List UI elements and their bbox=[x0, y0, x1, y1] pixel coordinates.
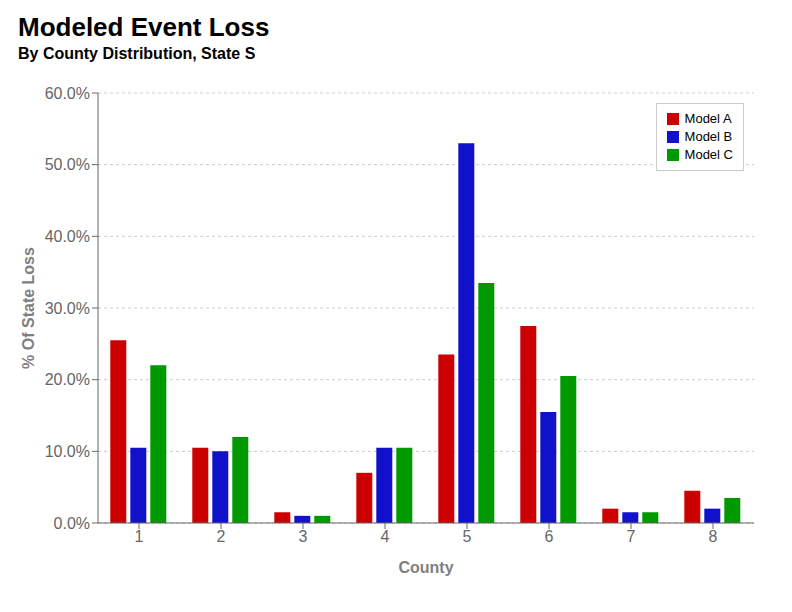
svg-text:3: 3 bbox=[299, 528, 308, 545]
html-text:By County Distribution, State: By County Distribution, State S bbox=[18, 45, 256, 62]
html-text:Model A: Model A bbox=[684, 111, 732, 126]
svg-text:% Of State Loss: % Of State Loss bbox=[20, 247, 37, 369]
html-text:Modeled Event Loss: Modeled Event Loss bbox=[18, 12, 270, 42]
svg-text:2: 2 bbox=[217, 528, 226, 545]
svg-text:60.0%: 60.0% bbox=[45, 85, 90, 102]
svg-text:50.0%: 50.0% bbox=[45, 156, 90, 173]
svg-text:10.0%: 10.0% bbox=[45, 443, 90, 460]
svg-text:20.0%: 20.0% bbox=[45, 371, 90, 388]
svg-text:40.0%: 40.0% bbox=[45, 228, 90, 245]
svg-text:6: 6 bbox=[545, 528, 554, 545]
html-text:Model B: Model B bbox=[684, 129, 733, 144]
svg-text:7: 7 bbox=[627, 528, 636, 545]
svg-text:0.0%: 0.0% bbox=[54, 515, 90, 532]
svg-text:5: 5 bbox=[463, 528, 472, 545]
html-text:Model C: Model C bbox=[684, 147, 733, 162]
svg-text:4: 4 bbox=[381, 528, 390, 545]
svg-text:8: 8 bbox=[709, 528, 718, 545]
svg-text:30.0%: 30.0% bbox=[45, 300, 90, 317]
svg-text:1: 1 bbox=[135, 528, 144, 545]
svg-text:County: County bbox=[398, 559, 453, 576]
